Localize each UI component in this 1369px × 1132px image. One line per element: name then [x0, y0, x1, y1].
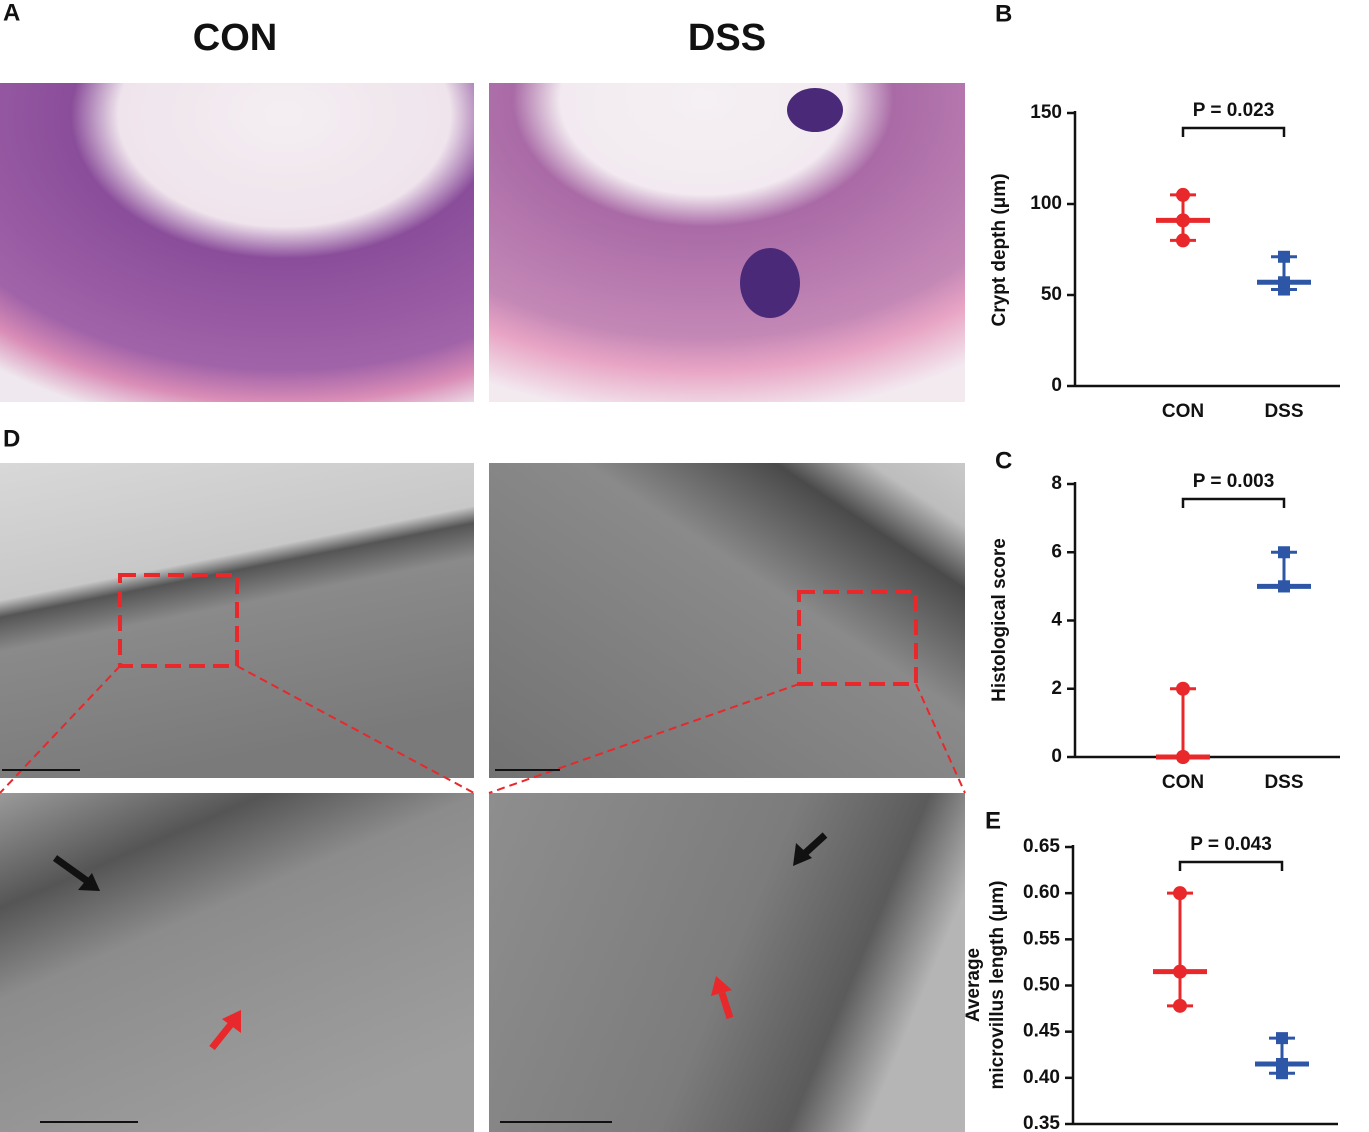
p-value: P = 0.023: [1193, 100, 1275, 121]
y-tick-label: 0.40: [1023, 1067, 1060, 1088]
data-point: [1176, 187, 1190, 202]
y-tick-label: 50: [1041, 284, 1062, 305]
y-axis-label: Average: [963, 948, 984, 1022]
data-point: [1278, 283, 1290, 296]
y-tick-label: 100: [1030, 193, 1062, 214]
data-point: [1278, 250, 1290, 263]
data-point: [1176, 750, 1190, 764]
panel-label: E: [985, 807, 1001, 834]
y-tick-label: 0.60: [1023, 882, 1060, 903]
x-tick-label: CON: [1162, 772, 1204, 793]
p-value: P = 0.003: [1193, 471, 1275, 492]
y-tick-label: 0.55: [1023, 928, 1060, 949]
data-point: [1176, 213, 1190, 228]
y-tick-label: 0.45: [1023, 1021, 1060, 1042]
data-point: [1176, 681, 1190, 696]
panel-label: D: [3, 425, 20, 452]
data-point: [1276, 1032, 1288, 1045]
y-axis-label: Histological score: [989, 538, 1010, 702]
p-value: P = 0.043: [1190, 834, 1272, 855]
y-axis-label: Crypt depth (μm): [989, 173, 1010, 326]
y-tick-label: 6: [1051, 541, 1062, 562]
panel-label: B: [995, 0, 1012, 27]
y-tick-label: 4: [1051, 610, 1062, 631]
significance-bracket: [1181, 497, 1286, 508]
y-tick-label: 150: [1030, 102, 1062, 123]
heading: CON: [193, 17, 277, 59]
y-tick-label: 0.35: [1023, 1113, 1060, 1132]
x-tick-label: DSS: [1264, 401, 1303, 422]
significance-bracket: [1181, 126, 1286, 137]
data-point: [1278, 580, 1290, 593]
x-tick-label: CON: [1162, 401, 1204, 422]
data-point: [1173, 998, 1187, 1013]
data-point: [1173, 886, 1187, 901]
data-point: [1276, 1057, 1288, 1070]
data-point: [1173, 964, 1187, 979]
y-tick-label: 0: [1051, 375, 1062, 396]
y-tick-label: 8: [1051, 473, 1062, 494]
panel-label: C: [995, 447, 1012, 474]
significance-bracket: [1178, 860, 1284, 871]
heading: DSS: [688, 17, 766, 59]
panel-label: A: [3, 0, 20, 26]
micrographs: [0, 83, 966, 1132]
y-axis-label: microvillus length (μm): [987, 880, 1008, 1089]
x-tick-label: DSS: [1264, 772, 1303, 793]
data-point: [1276, 1067, 1288, 1080]
y-tick-label: 0.50: [1023, 975, 1060, 996]
data-point: [1278, 546, 1290, 559]
y-tick-label: 0: [1051, 746, 1062, 767]
y-tick-label: 0.65: [1023, 836, 1060, 857]
y-tick-label: 2: [1051, 678, 1062, 699]
data-point: [1176, 233, 1190, 248]
